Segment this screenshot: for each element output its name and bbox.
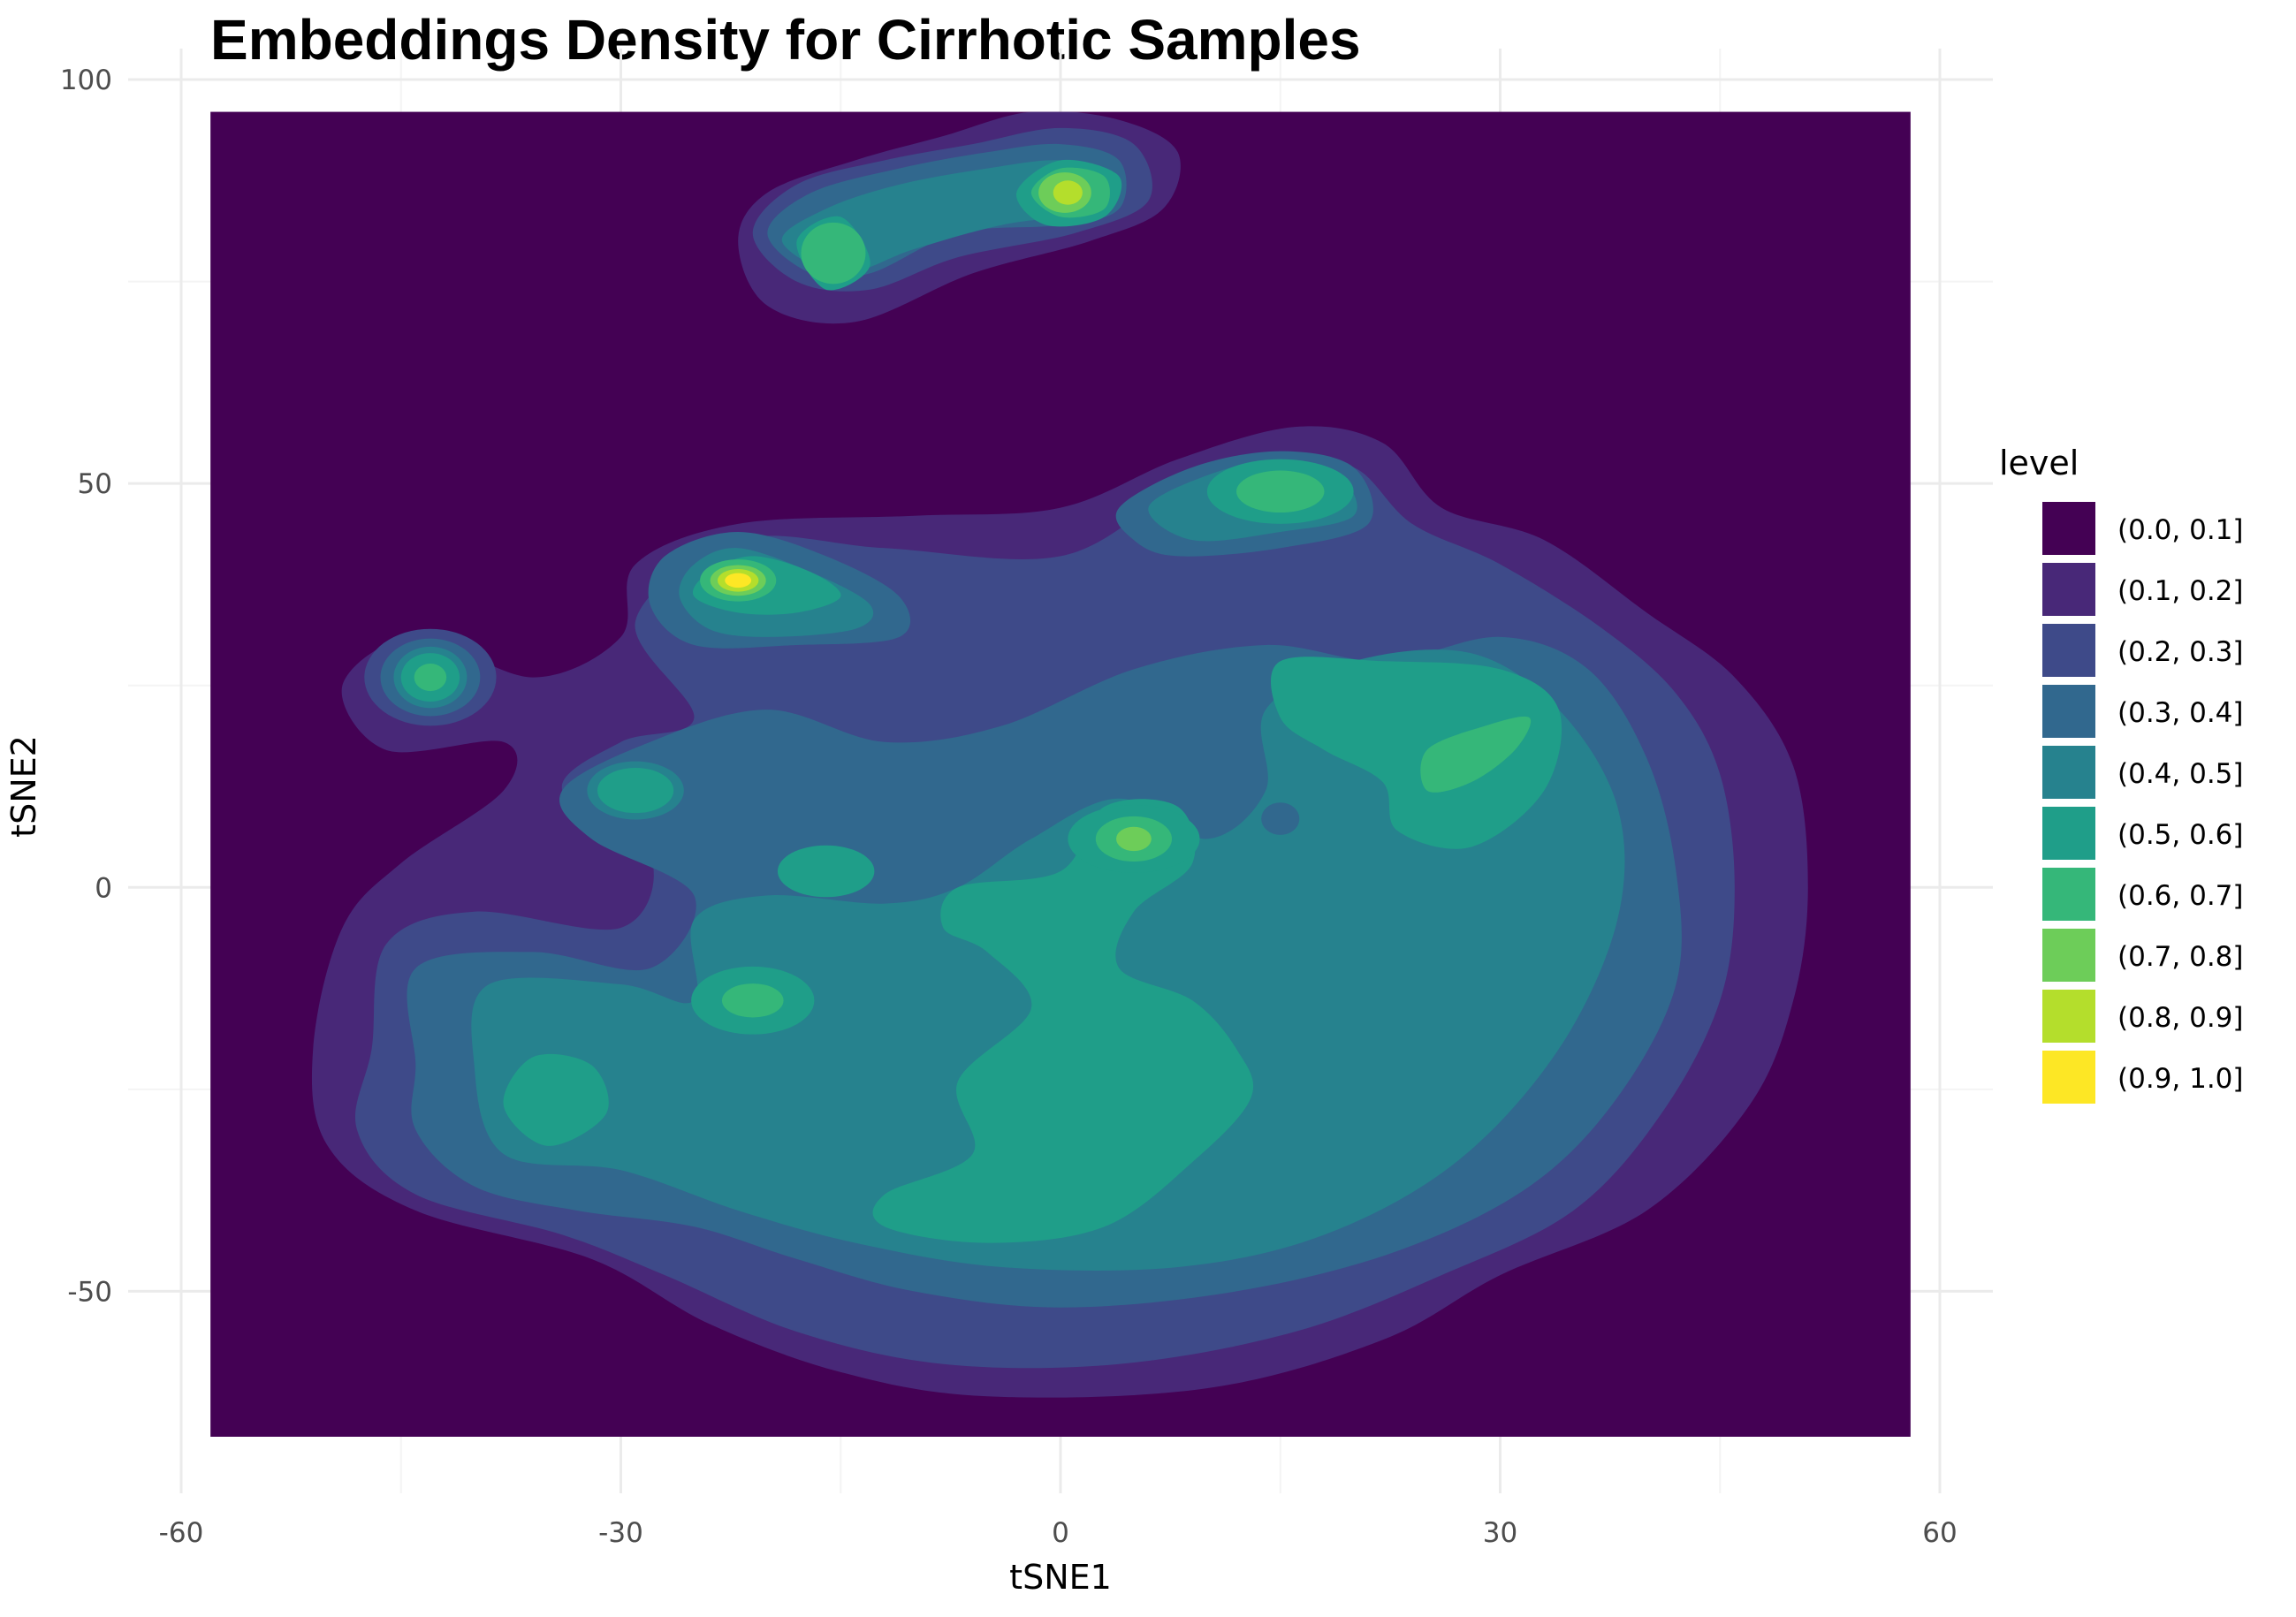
contour-band-0.6-0.7-d (1420, 716, 1532, 793)
contour-band-0.5-0.6-e (1270, 657, 1562, 849)
contour-band-0.5-0.6-a (503, 1053, 609, 1146)
x-axis-title: tSNE1 (1009, 1558, 1112, 1597)
contour-band-0.6-0.7-c (1236, 470, 1325, 513)
legend-swatch (2042, 563, 2095, 616)
legend-label: (0.6, 0.7] (2117, 880, 2244, 912)
legend-swatch (2042, 929, 2095, 982)
legend: level (0.0, 0.1] (0.1, 0.2] (0.2, 0.3] (0.3… (1999, 444, 2244, 1104)
contour-band-hole (1261, 802, 1300, 835)
legend-label: (0.7, 0.8] (2117, 941, 2244, 973)
y-axis-title: tSNE2 (4, 735, 43, 838)
legend-swatch (2042, 807, 2095, 860)
legend-label: (0.1, 0.2] (2117, 575, 2244, 607)
x-tick-label: 30 (1483, 1517, 1517, 1549)
x-tick-label: 0 (1052, 1517, 1069, 1549)
x-tick-label: 60 (1922, 1517, 1957, 1549)
y-tick-label: 0 (95, 872, 112, 904)
y-tick-label: -50 (67, 1276, 112, 1308)
contour-band-0.9-1.0-peak (725, 573, 752, 588)
legend-label: (0.5, 0.6] (2117, 819, 2244, 851)
contour-band-0.5-0.6-center (872, 799, 1254, 1243)
legend-swatch (2042, 502, 2095, 555)
legend-label: (0.3, 0.4] (2117, 697, 2244, 729)
contour-band-0.5-0.6-c (777, 845, 875, 898)
legend-label: (0.2, 0.3] (2117, 636, 2244, 668)
x-tick-label: -30 (598, 1517, 643, 1549)
contour-band-0.8-0.9-top (1053, 180, 1083, 205)
contour-band-0.7-0.8-a (1116, 826, 1152, 852)
contour-band-0.6-0.7-b (721, 983, 784, 1018)
contour-band-0.5-0.6-d (597, 767, 674, 814)
legend-label: (0.4, 0.5] (2117, 758, 2244, 790)
density-contours (311, 111, 1808, 1398)
legend-swatch (2042, 624, 2095, 677)
legend-swatch (2042, 1051, 2095, 1104)
legend-swatch (2042, 746, 2095, 799)
legend-label: (0.8, 0.9] (2117, 1002, 2244, 1034)
legend-label: (0.0, 0.1] (2117, 514, 2244, 546)
legend-swatch (2042, 685, 2095, 738)
legend-swatch (2042, 868, 2095, 921)
y-tick-label: 100 (60, 65, 112, 96)
legend-title: level (1999, 444, 2079, 482)
chart-title: Embeddings Density for Cirrhotic Samples (210, 8, 1361, 72)
legend-swatch (2042, 990, 2095, 1043)
contour-band-0.6-0.7-top-a (801, 222, 866, 285)
y-tick-label: 50 (78, 468, 112, 500)
contour-band-0.6-0.7-left (414, 664, 447, 692)
x-tick-label: -60 (159, 1517, 204, 1549)
legend-label: (0.9, 1.0] (2117, 1063, 2244, 1095)
axis-ticks: -60 -30 0 30 60 -50 0 50 100 (60, 65, 1958, 1549)
